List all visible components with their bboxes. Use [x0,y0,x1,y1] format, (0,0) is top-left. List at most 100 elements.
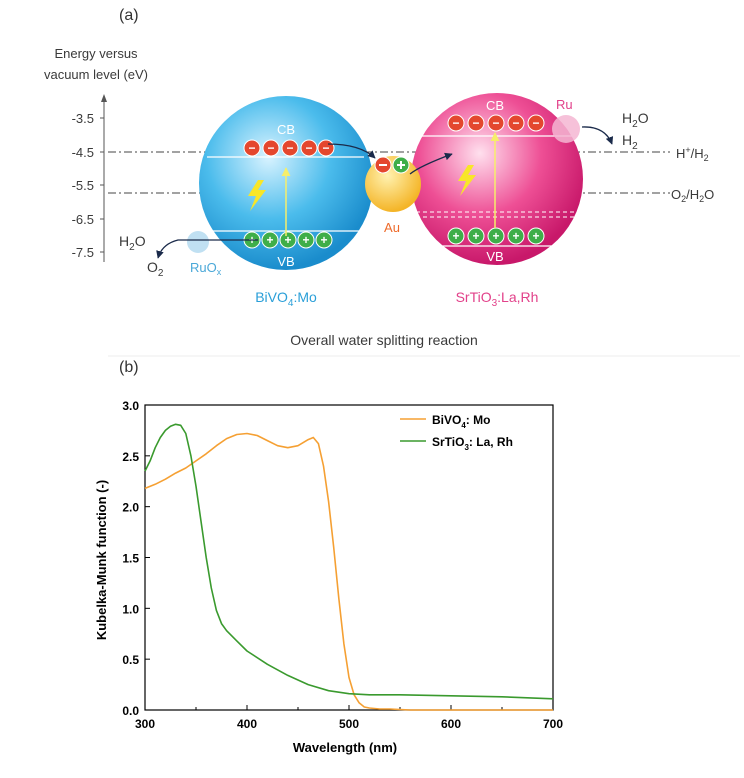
au-label: Au [384,220,400,235]
x-tick-label: 600 [441,717,461,731]
electron-sign: − [248,141,255,155]
hole-sign: + [532,229,539,243]
ruox-label: RuOx [190,260,222,277]
hole [261,231,279,249]
h-level-label: H+/H2 [676,145,709,163]
h2-right-label: H2 [622,132,638,152]
hole [527,227,545,245]
electron [527,114,545,132]
electron [281,139,299,157]
x-tick-label: 700 [543,717,563,731]
electron [467,114,485,132]
ruox-particle [187,231,209,253]
electron-sign: − [305,141,312,155]
energy-tick-label: -6.5 [72,212,94,227]
series-line-srtio3 [144,423,554,700]
au-hole-sign [397,161,405,169]
electron-sign: − [267,141,274,155]
hole-sign: + [302,233,309,247]
y-tick-label: 1.5 [122,552,139,566]
y-tick-label: 2.5 [122,450,139,464]
y-tick-label: 3.0 [122,399,139,413]
ru-label: Ru [556,97,573,112]
hole-sign: + [472,229,479,243]
chart-legend: BiVO4: Mo SrTiO3: La, Rh [400,413,513,452]
electron-sign: − [532,116,539,130]
srtio3-holes: + + + + + [447,227,545,245]
y-axis-title-line2: vacuum level (eV) [44,67,148,82]
electron [262,139,280,157]
electron [447,114,465,132]
bivo4-to-au-arrow [327,143,376,159]
srtio3-lightning-icon [458,165,476,196]
y-tick-label: 0.0 [122,704,139,718]
x-tick-label: 400 [237,717,257,731]
au-electron-sign [379,164,387,166]
electron-sign: − [452,116,459,130]
srtio3-cb-label: CB [486,98,504,113]
panel-a-label: (a) [119,7,139,24]
chart-x-axis-label: Wavelength (nm) [293,740,397,755]
electron [243,139,261,157]
series-line-bivo4 [144,432,553,711]
electron-sign: − [322,141,329,155]
h2o-left-label: H2O [119,233,146,253]
bivo4-vb-label: VB [277,254,294,269]
srtio3-electrons: − − − − − [447,114,545,132]
bivo4-electrons: − − − − − [243,139,335,157]
hole [507,227,525,245]
x-tick-label: 300 [135,717,155,731]
srtio3-name: SrTiO3:La,Rh [456,289,539,309]
bivo4-lightning-icon [248,180,266,211]
o2-left-label: O2 [147,259,164,279]
electron [507,114,525,132]
bivo4-cb-label: CB [277,122,295,137]
y-axis-title-line1: Energy versus [54,46,138,61]
y-tick-label: 2.0 [122,501,139,515]
au-to-srtio3-arrow [409,152,453,175]
bivo4-holes: + + + + + [243,231,333,249]
hole-sign: + [320,233,327,247]
electron-sign: − [492,116,499,130]
hole-sign: + [284,233,291,247]
legend-label-bivo4: BiVO4: Mo [432,413,490,430]
h2o-right-label: H2O [622,110,649,130]
hole [315,231,333,249]
chart-series [144,423,554,711]
y-tick-label: 0.5 [122,653,139,667]
energy-axis-arrow-icon [101,94,107,102]
hole [487,227,505,245]
electron [487,114,505,132]
hole-sign: + [512,229,519,243]
hole [297,231,315,249]
ru-particle [552,115,580,143]
chart-y-ticks: 0.0 0.5 1.0 1.5 2.0 2.5 3.0 [122,399,150,718]
panel-a-caption: Overall water splitting reaction [290,332,478,348]
o-level-label: O2/H2O [671,187,714,204]
panel-b-label: (b) [119,359,139,376]
energy-tick-label: -7.5 [72,245,94,260]
hole-sign: + [266,233,273,247]
hole-sign: + [452,229,459,243]
chart-x-ticks: 300 400 500 600 700 [135,705,563,731]
y-tick-label: 1.0 [122,602,139,616]
electron-sign: − [472,116,479,130]
energy-tick-label: -3.5 [72,111,94,126]
hole [447,227,465,245]
h2o-oxidation-arrow [156,239,258,259]
electron-sign: − [286,141,293,155]
energy-tick-label: -5.5 [72,178,94,193]
hole [467,227,485,245]
hole-sign: + [492,229,499,243]
x-tick-label: 500 [339,717,359,731]
legend-label-srtio3: SrTiO3: La, Rh [432,435,513,452]
chart-y-axis-label: Kubelka-Munk function (-) [94,480,109,640]
electron-sign: − [512,116,519,130]
energy-tick-label: -4.5 [72,145,94,160]
h2o-reduction-arrow [581,126,614,145]
electron [300,139,318,157]
hole [279,231,297,249]
bivo4-name: BiVO4:Mo [255,289,317,309]
srtio3-vb-label: VB [486,249,503,264]
